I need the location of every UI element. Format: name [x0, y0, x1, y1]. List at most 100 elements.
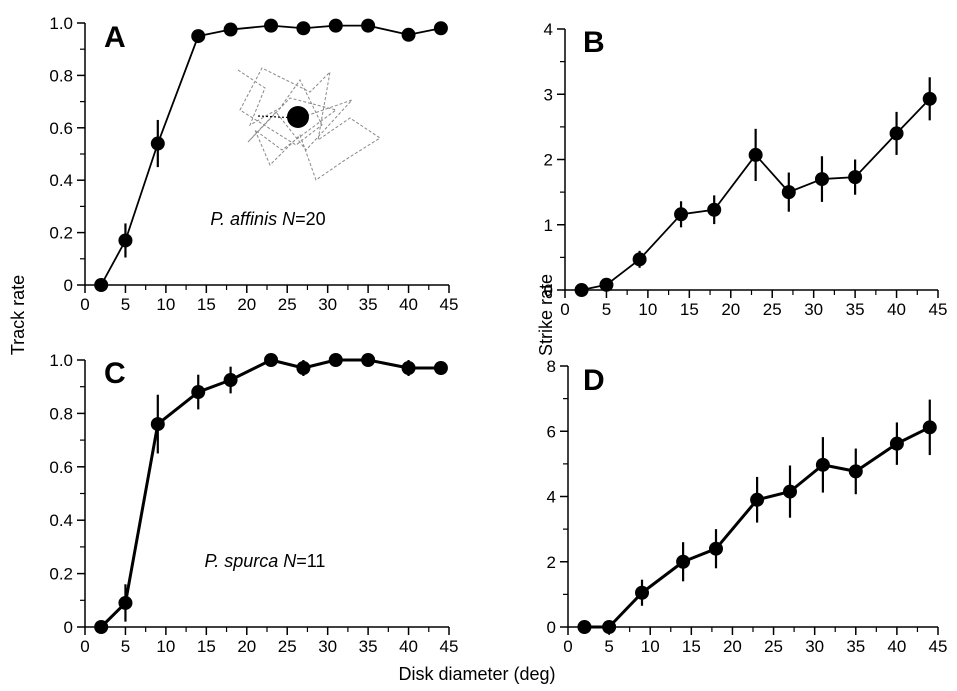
panel-label: A [104, 21, 126, 54]
data-point [150, 417, 165, 432]
data-point [848, 464, 863, 479]
data-point [401, 361, 416, 376]
trajectory-inset [237, 67, 381, 181]
data-point [401, 27, 416, 42]
data-point [433, 361, 448, 376]
x-tick-label: 25 [763, 300, 782, 319]
data-point [150, 136, 165, 151]
x-tick-label: 0 [80, 637, 89, 656]
x-tick-label: 30 [804, 300, 823, 319]
x-tick-label: 5 [121, 637, 130, 656]
sample-size-symbol: N [283, 551, 297, 571]
y-tick-label: 0.4 [49, 171, 73, 190]
species-name: P. affinis [210, 209, 282, 229]
y-tick-label: 3 [544, 85, 553, 104]
y-tick-label: 4 [547, 488, 556, 507]
sample-size-value: =11 [296, 551, 325, 571]
shared-x-axis-title: Disk diameter (deg) [398, 664, 555, 684]
panel-b: 0 5 10 15 20 25 30 35 40 45 0 1 2 3 4 B Strike rate [536, 20, 947, 356]
data-point [361, 18, 376, 33]
species-annotation: P. affinis N=20 [210, 209, 325, 229]
species-annotation: P. spurca N=11 [205, 551, 326, 571]
series-line [100, 358, 441, 629]
x-tick-label: 35 [846, 637, 865, 656]
data-point [574, 283, 589, 297]
data-point [814, 172, 829, 187]
target-disk-icon [287, 106, 309, 128]
x-tick-label: 35 [359, 637, 378, 656]
x-tick-label: 0 [80, 295, 89, 314]
panel-label: C [104, 357, 126, 390]
y-tick-label: 6 [547, 422, 556, 441]
x-tick-label: 20 [723, 637, 742, 656]
y-tick-label: 0.6 [49, 119, 73, 138]
y-tick-label: 1 [544, 216, 553, 235]
x-tick-label: 20 [237, 637, 256, 656]
data-point [223, 22, 238, 37]
x-tick-label: 40 [399, 295, 418, 314]
data-point [328, 18, 343, 33]
panel-label: B [583, 26, 605, 59]
data-point [635, 585, 649, 600]
x-tick-label: 35 [846, 300, 865, 319]
x-tick-label: 25 [764, 637, 783, 656]
y-tick-label: 0 [64, 618, 73, 637]
data-point [922, 420, 937, 435]
data-point [223, 373, 238, 388]
x-tick-label: 45 [440, 295, 459, 314]
x-tick-label: 5 [604, 637, 613, 656]
x-tick-label: 30 [805, 637, 824, 656]
y-tick-label: 2 [544, 151, 553, 170]
y-tick-label: 0.8 [49, 404, 73, 423]
y-tick-label: 4 [544, 20, 553, 39]
y-tick-label: 1.0 [49, 14, 73, 33]
x-tick-label: 45 [440, 637, 459, 656]
data-point [577, 620, 592, 634]
x-tick-label: 10 [638, 300, 657, 319]
x-tick-label: 45 [929, 637, 948, 656]
data-point [361, 353, 376, 367]
panel-a: 0 5 10 15 20 25 30 35 40 45 0 0.2 0.4 0.6 0.8 1.0 A Track… [8, 14, 458, 355]
sample-size-symbol: N [282, 209, 296, 229]
data-point [118, 233, 133, 248]
x-tick-label: 15 [682, 637, 701, 656]
data-point [328, 353, 343, 367]
data-point [674, 207, 689, 222]
data-point [815, 457, 830, 472]
panel-label: D [583, 364, 605, 397]
data-point [118, 595, 133, 610]
y-tick-label: 8 [547, 357, 556, 376]
data-point [889, 126, 904, 141]
x-tick-label: 30 [318, 637, 337, 656]
species-name: P. spurca [205, 551, 284, 571]
data-point [264, 18, 279, 33]
panel-d: 0 5 10 15 20 25 30 35 40 45 0 2 4 6 8 D [547, 357, 948, 656]
y-axis-title: Track rate [8, 275, 28, 355]
data-point [264, 353, 279, 367]
x-tick-label: 5 [121, 295, 130, 314]
data-point [191, 385, 206, 400]
x-tick-label: 20 [237, 295, 256, 314]
data-point [848, 170, 863, 185]
sample-size-value: =20 [295, 209, 326, 229]
data-point [783, 484, 797, 499]
x-tick-label: 40 [887, 300, 906, 319]
y-tick-label: 0.2 [49, 224, 73, 243]
x-tick-label: 5 [602, 300, 611, 319]
y-tick-label: 0.4 [49, 511, 73, 530]
x-tick-label: 25 [278, 295, 297, 314]
x-tick-label: 10 [641, 637, 660, 656]
series-line [100, 24, 442, 286]
x-tick-label: 0 [560, 300, 569, 319]
series-line [584, 425, 931, 629]
x-tick-label: 15 [680, 300, 699, 319]
data-point [781, 185, 796, 200]
x-tick-label: 40 [887, 637, 906, 656]
data-point [676, 554, 691, 569]
x-tick-label: 0 [563, 637, 572, 656]
x-tick-label: 10 [156, 637, 175, 656]
x-tick-label: 35 [359, 295, 378, 314]
x-tick-label: 15 [197, 637, 216, 656]
x-tick-label: 40 [399, 637, 418, 656]
